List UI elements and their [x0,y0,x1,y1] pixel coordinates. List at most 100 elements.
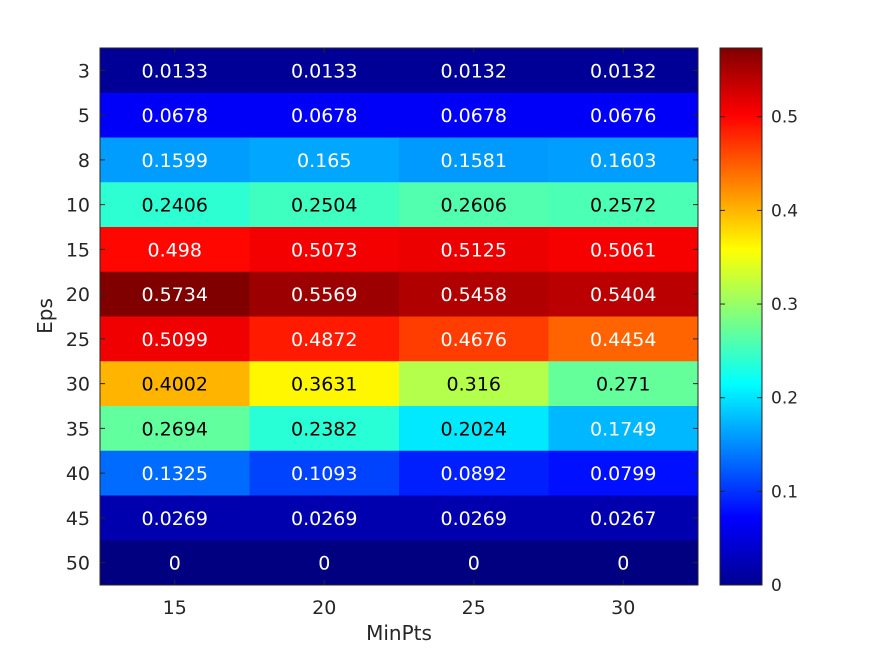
cell-value-label: 0.0269 [291,508,357,530]
cell-value-label: 0.5125 [441,239,507,261]
cell-value-labels: 0.0133 0.0133 0.0132 0.0132 0.0678 0.0678 0.06… [142,60,657,574]
heatmap-cell [548,495,699,541]
cell-value-label: 0.0267 [590,508,656,530]
cell-value-label: 0.5734 [142,284,208,306]
cell-value-label: 0.1603 [590,150,656,172]
cell-value-label: 0.0892 [441,463,507,485]
heatmap-cell [100,48,250,94]
y-tick-label: 30 [66,374,90,396]
colorbar [719,47,763,586]
heatmap-cell [249,48,400,94]
heatmap-cell [399,137,549,183]
cell-value-label: 0.1749 [590,418,656,440]
cell-value-label: 0.0799 [590,463,656,485]
cell-value-label: 0.0133 [291,60,357,82]
cell-value-label: 0.0678 [441,105,507,127]
heatmap-cell [548,540,699,586]
heatmap-cell [100,271,250,317]
cell-value-label: 0.0132 [441,60,507,82]
cell-value-label: 0.2572 [590,195,656,217]
heatmap-cell [399,361,549,407]
heatmap-cell [100,450,250,496]
cell-value-label: 0.2406 [142,195,208,217]
cell-value-label: 0.4676 [441,329,507,351]
cell-value-label: 0.0132 [590,60,656,82]
heatmap-cell [249,316,400,362]
cell-value-label: 0.0133 [142,60,208,82]
heatmap-cell [100,540,250,586]
cell-value-label: 0.271 [596,374,650,396]
heatmap-cell [399,450,549,496]
cell-value-label: 0.4872 [291,329,357,351]
cell-value-label: 0.5061 [590,239,656,261]
heatmap-cell [399,182,549,228]
cell-value-label: 0.5073 [291,239,357,261]
cell-value-label: 0.0676 [590,105,656,127]
cell-value-label: 0.5458 [441,284,507,306]
heatmap-cell [548,271,699,317]
heatmap-cell [399,495,549,541]
heatmap-cell [548,361,699,407]
colorbar-tick-label: 0.5 [771,108,798,128]
heatmap-cell [100,406,250,452]
heatmap-cell [249,227,400,273]
cell-value-label: 0.2606 [441,195,507,217]
y-tick-label: 25 [66,329,90,351]
heatmap-cell [249,540,400,586]
x-tick-label: 30 [611,597,635,619]
heatmap-cell [548,227,699,273]
colorbar-tick-label: 0.2 [771,389,798,409]
colorbar-tick-label: 0.1 [771,482,798,502]
cell-value-label: 0.3631 [291,374,357,396]
x-tick-label: 20 [312,597,336,619]
cell-value-label: 0.0269 [142,508,208,530]
heatmap-cell [100,495,250,541]
colorbar-tick-label: 0.4 [771,201,798,221]
cell-value-label: 0.0678 [142,105,208,127]
cell-value-label: 0 [468,553,480,575]
cell-value-label: 0.2024 [441,418,507,440]
cell-value-label: 0.0678 [291,105,357,127]
x-tick-label: 15 [163,597,187,619]
heatmap-cell [548,316,699,362]
heatmap-cell [100,182,250,228]
cell-value-label: 0.1581 [441,150,507,172]
cell-value-label: 0.165 [297,150,351,172]
heatmap-cell [548,48,699,94]
cell-value-label: 0.5099 [142,329,208,351]
cell-value-label: 0.2504 [291,195,357,217]
heatmap-cell [399,48,549,94]
y-tick-label: 45 [66,508,90,530]
heatmap-cells [100,48,699,586]
heatmap-cell [249,137,400,183]
cell-value-label: 0.4454 [590,329,656,351]
heatmap-cell [249,92,400,138]
heatmap-cell [249,361,400,407]
heatmap-cell [100,361,250,407]
heatmap-cell [100,227,250,273]
cell-value-label: 0.5404 [590,284,656,306]
cell-value-label: 0.316 [447,374,501,396]
heatmap-cell [399,406,549,452]
y-tick-label: 50 [66,553,90,575]
heatmap-cell [100,316,250,362]
heatmap-cell [249,450,400,496]
heatmap-cell [249,406,400,452]
heatmap-cell [548,92,699,138]
heatmap-cell [399,540,549,586]
heatmap-cell [548,450,699,496]
cell-value-label: 0 [318,553,330,575]
cell-value-label: 0 [617,553,629,575]
y-tick-label: 40 [66,463,90,485]
colorbar-ticks: 0 0.1 0.2 0.3 0.4 0.5 [720,108,798,596]
heatmap-cell [249,271,400,317]
heatmap-cell [399,316,549,362]
colorbar-tick-label: 0 [771,576,782,596]
cell-value-label: 0.2694 [142,418,208,440]
y-tick-label: 8 [78,150,90,172]
cell-value-label: 0.1325 [142,463,208,485]
x-axis-label: MinPts [366,621,432,645]
heatmap-cell [399,271,549,317]
